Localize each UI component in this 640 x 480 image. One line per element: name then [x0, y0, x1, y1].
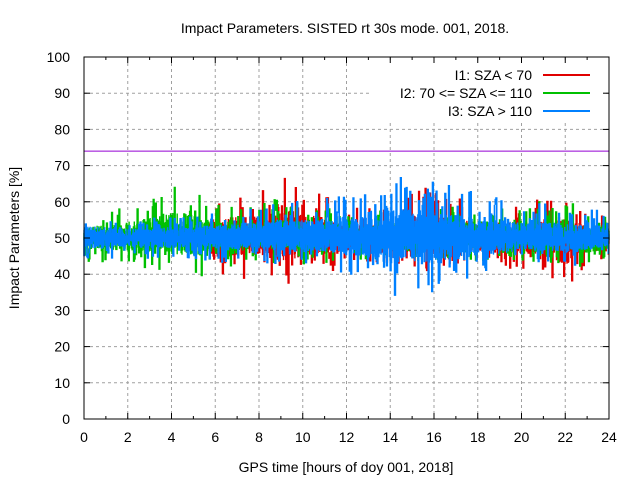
- legend-item: I3: SZA > 110: [448, 103, 590, 119]
- y-tick-label: 0: [62, 411, 70, 427]
- y-axis-label: Impact Parameters [%]: [6, 167, 22, 309]
- x-tick-label: 8: [255, 429, 263, 445]
- x-tick-label: 22: [557, 429, 573, 445]
- x-tick-label: 24: [601, 429, 617, 445]
- y-tick-label: 70: [54, 158, 70, 174]
- x-tick-label: 4: [168, 429, 176, 445]
- y-tick-label: 40: [54, 266, 70, 282]
- x-tick-label: 6: [211, 429, 219, 445]
- y-tick-label: 10: [54, 375, 70, 391]
- y-tick-label: 50: [54, 230, 70, 246]
- legend-label: I2: 70 <= SZA <= 110: [400, 85, 532, 101]
- x-axis-label: GPS time [hours of doy 001, 2018]: [239, 459, 454, 475]
- chart-title: Impact Parameters. SISTED rt 30s mode. 0…: [181, 20, 509, 36]
- y-tick-label: 100: [47, 49, 71, 65]
- x-tick-label: 18: [470, 429, 486, 445]
- y-tick-label: 30: [54, 302, 70, 318]
- x-tick-label: 20: [514, 429, 530, 445]
- axis-ticks: [83, 56, 610, 420]
- legend: I1: SZA < 70 I2: 70 <= SZA <= 110 I3: SZA …: [372, 60, 606, 122]
- x-tick-label: 14: [382, 429, 398, 445]
- legend-item: I1: SZA < 70: [455, 67, 590, 83]
- x-tick-label: 10: [295, 429, 311, 445]
- legend-label: I1: SZA < 70: [455, 67, 533, 83]
- x-tick-label: 2: [124, 429, 132, 445]
- y-tick-label: 20: [54, 339, 70, 355]
- x-tick-labels: 0 2 4 6 8 10 12 14 16 18 20 22 24: [80, 429, 617, 445]
- y-tick-labels: 0 10 20 30 40 50 60 70 80 90 100: [47, 49, 71, 427]
- x-tick-label: 0: [80, 429, 88, 445]
- x-tick-label: 12: [339, 429, 355, 445]
- y-tick-label: 90: [54, 85, 70, 101]
- y-tick-label: 80: [54, 121, 70, 137]
- y-tick-label: 60: [54, 194, 70, 210]
- legend-label: I3: SZA > 110: [448, 103, 532, 119]
- x-tick-label: 16: [426, 429, 442, 445]
- legend-item: I2: 70 <= SZA <= 110: [400, 85, 590, 101]
